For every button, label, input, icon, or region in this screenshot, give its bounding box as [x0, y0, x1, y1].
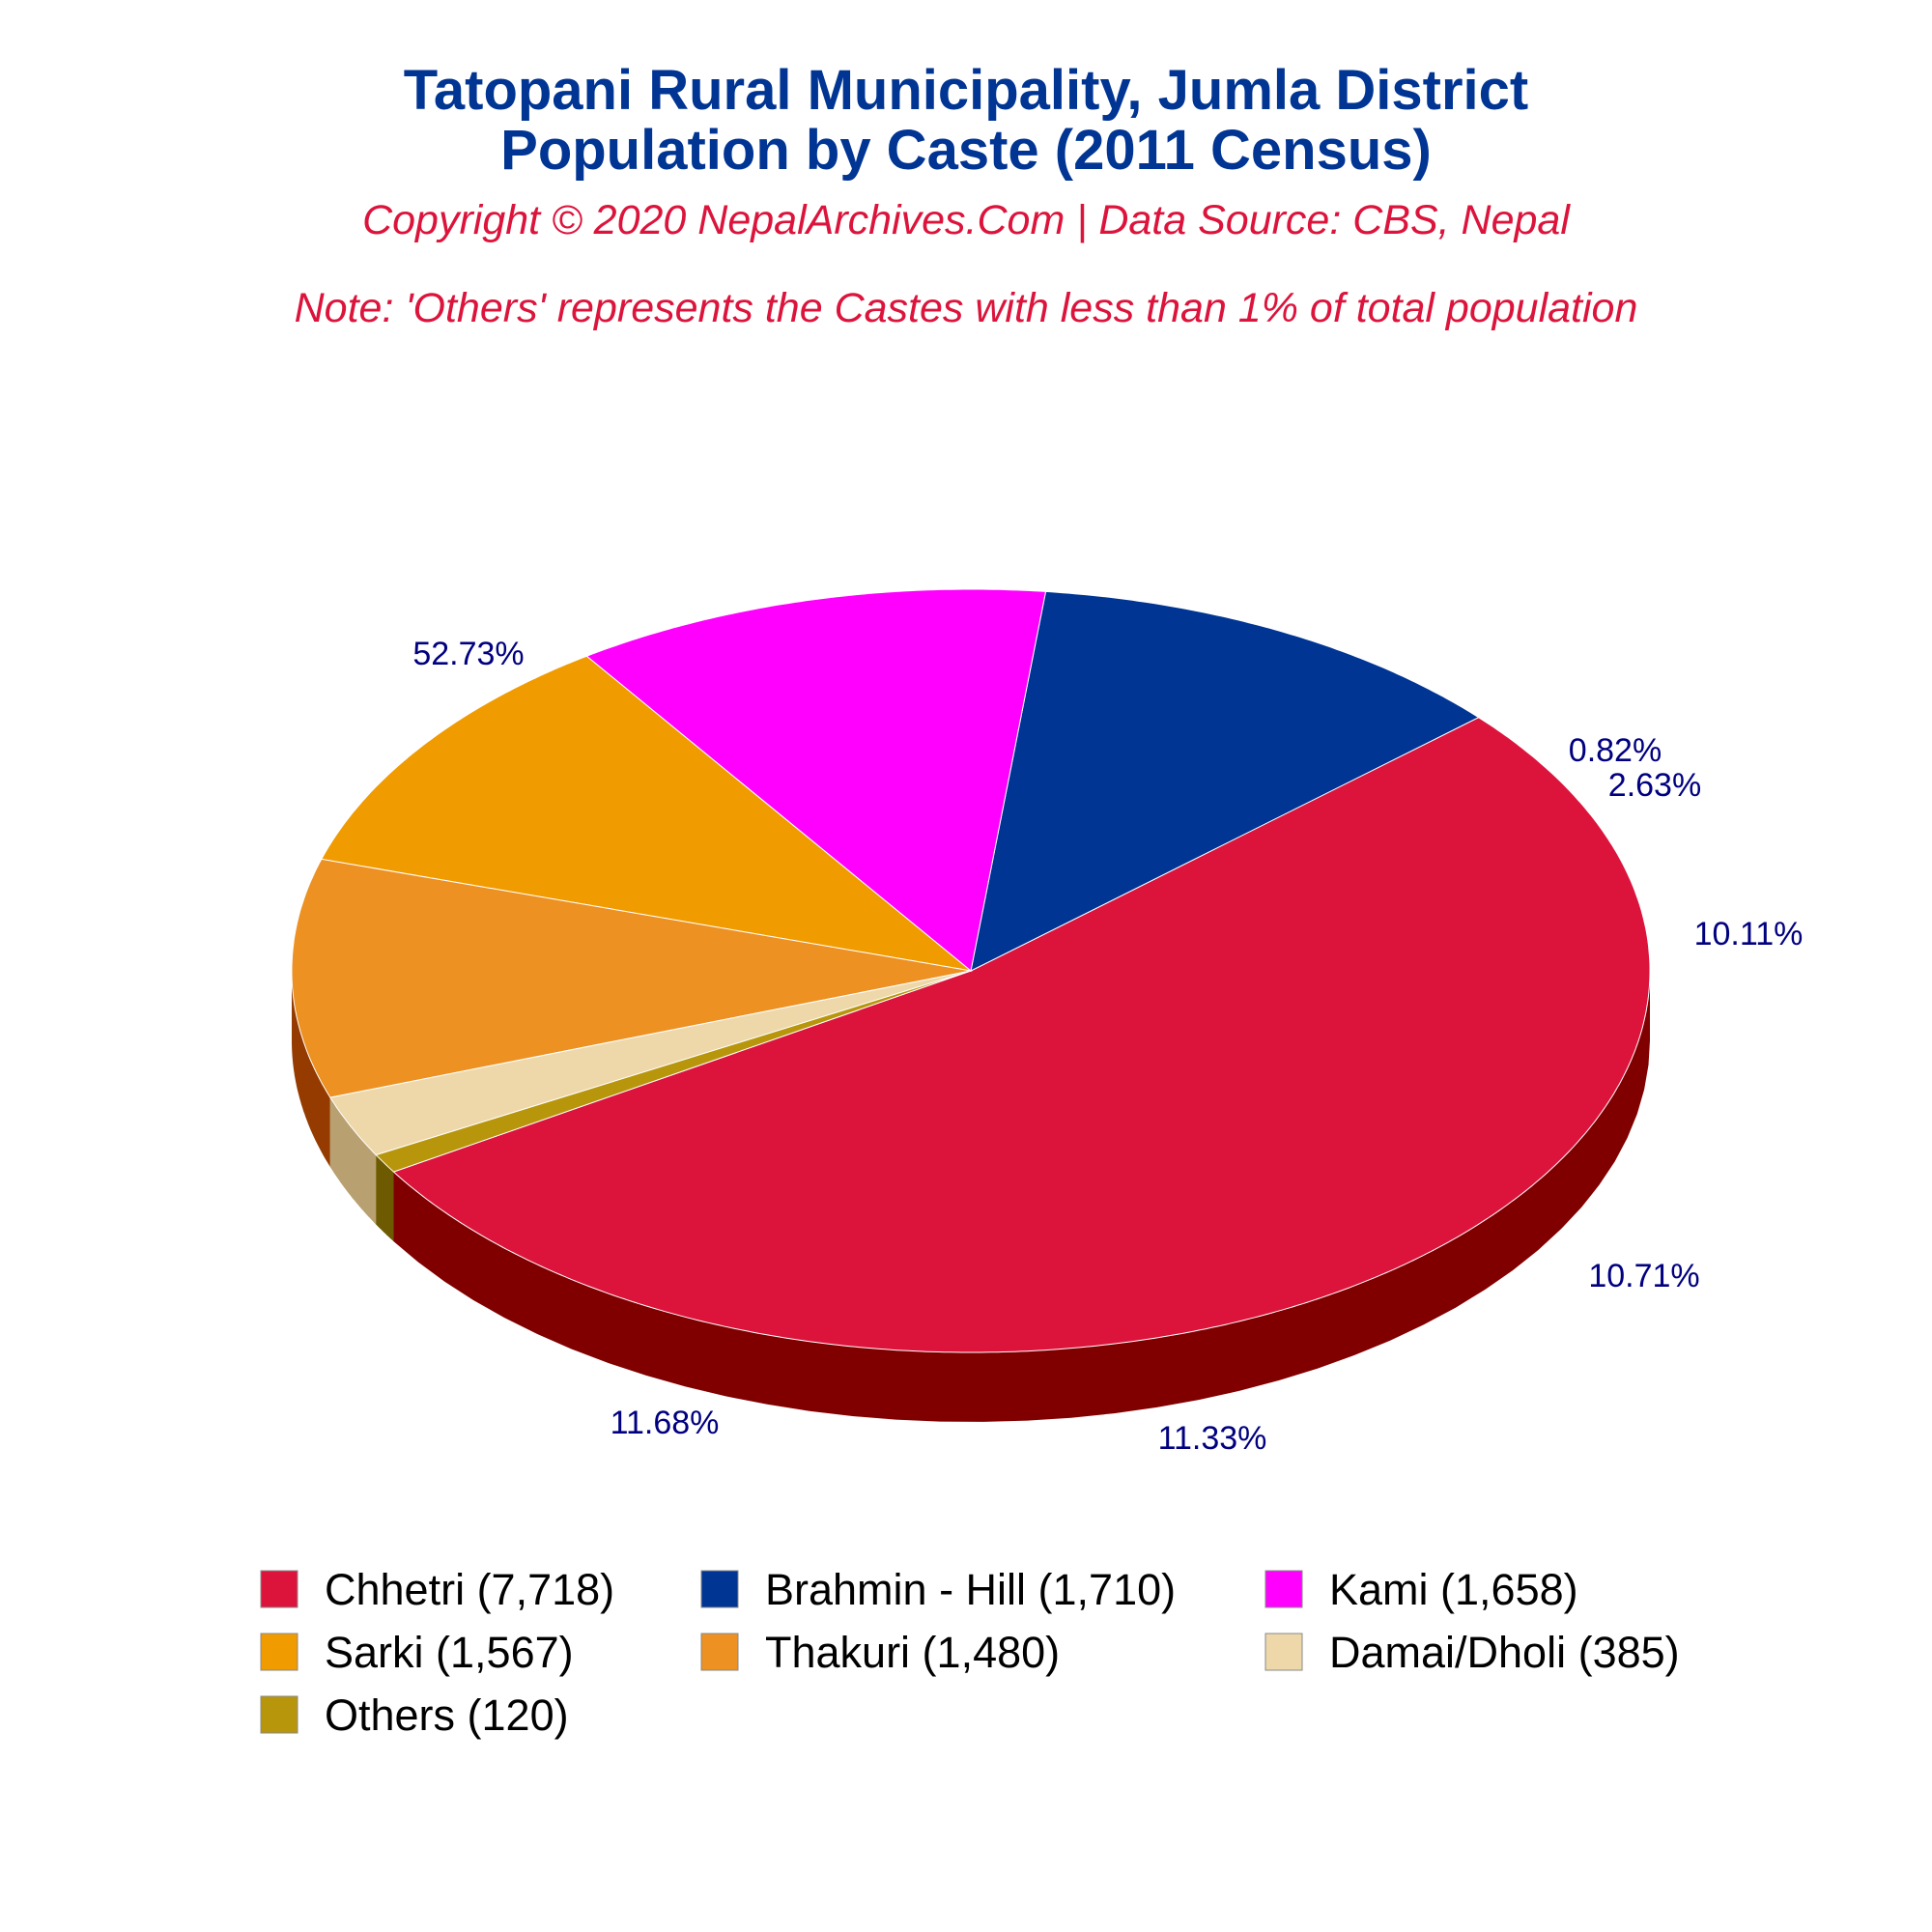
chart-title-line2: Population by Caste (2011 Census): [500, 119, 1432, 182]
legend-swatch: [1264, 1570, 1303, 1608]
legend-label: Chhetri (7,718): [325, 1565, 614, 1614]
pie-label-others: 0.82%: [1569, 732, 1662, 769]
pie-label-kami: 11.33%: [1158, 1420, 1267, 1457]
pie-slice-thakuri: [291, 858, 972, 1098]
pie-slice-others: [375, 970, 972, 1173]
legend-swatch: [260, 1570, 298, 1608]
pie-slice-sarki: [321, 655, 973, 972]
legend-item-chhetri: Chhetri (7,718): [260, 1565, 614, 1614]
pie-label-sarki: 10.71%: [1588, 1258, 1699, 1294]
legend-item-thakuri: Thakuri (1,480): [700, 1628, 1060, 1677]
pie-label-brahmin-hill: 11.68%: [611, 1405, 720, 1441]
legend-label: Thakuri (1,480): [765, 1628, 1060, 1677]
pie-slice-chhetri: [392, 717, 1651, 1353]
legend-item-damai-dholi: Damai/Dholi (385): [1264, 1628, 1680, 1677]
legend-item-kami: Kami (1,658): [1264, 1565, 1578, 1614]
pie-side-others: [376, 1154, 394, 1242]
pie-side-damai-dholi: [329, 1097, 377, 1225]
pie-side-chhetri: [393, 971, 1650, 1422]
chart-title-line1: Tatopani Rural Municipality, Jumla Distr…: [404, 59, 1528, 122]
legend: Chhetri (7,718) Brahmin - Hill (1,710) Kam…: [260, 1565, 1680, 1740]
legend-label: Sarki (1,567): [325, 1628, 574, 1677]
pie-labels: 52.73% 11.68% 11.33% 10.71% 10.11% 2.63%0.82%: [412, 636, 1803, 1457]
legend-swatch: [1264, 1633, 1303, 1671]
legend-label: Kami (1,658): [1329, 1565, 1578, 1614]
pie-slice-damai-dholi: [328, 970, 972, 1156]
pie-slice-kami: [585, 588, 1047, 972]
pie-side-thakuri: [292, 971, 330, 1168]
legend-swatch: [260, 1695, 298, 1734]
legend-swatch: [700, 1633, 739, 1671]
legend-item-others: Others (120): [260, 1690, 569, 1740]
legend-label: Damai/Dholi (385): [1329, 1628, 1680, 1677]
legend-swatch: [700, 1570, 739, 1608]
pie-label-thakuri: 10.11%: [1694, 916, 1804, 952]
legend-swatch: [260, 1633, 298, 1671]
legend-item-sarki: Sarki (1,567): [260, 1628, 574, 1677]
pie-tops: [291, 588, 1651, 1353]
chart-note: Note: 'Others' represents the Castes wit…: [295, 285, 1638, 331]
legend-label: Brahmin - Hill (1,710): [765, 1565, 1176, 1614]
legend-item-brahmin-hill: Brahmin - Hill (1,710): [700, 1565, 1176, 1614]
chart-subtitle: Copyright © 2020 NepalArchives.Com | Dat…: [362, 197, 1571, 243]
pie-label-chhetri: 52.73%: [412, 636, 524, 672]
pie-slice-brahmin-hill: [970, 590, 1480, 972]
legend-label: Others (120): [325, 1690, 569, 1740]
pie-label-damai-dholi: 2.63%: [1608, 767, 1701, 804]
pie-sides: [292, 971, 1650, 1422]
